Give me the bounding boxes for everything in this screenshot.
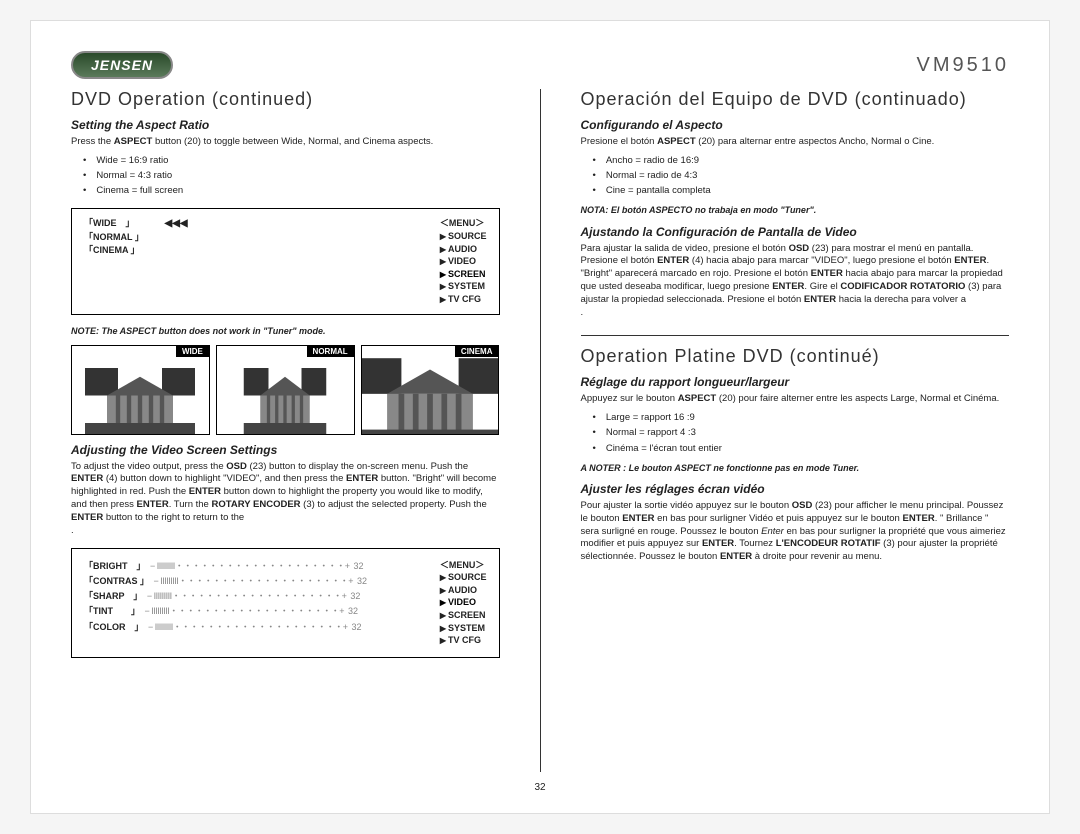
aspect-menu-left: 「WIDE 」◀◀◀ 「NORMAL 」 「CINEMA 」 xyxy=(84,217,188,305)
jensen-logo: JENSEN xyxy=(71,51,173,79)
video-settings-box: 「BRIGHT 」 − IIIIIIIII・・・・・・・・・・・・・・・・・・・… xyxy=(71,548,500,658)
fr-aspect-bullets: Large = rapport 16 :9 Normal = rapport 4… xyxy=(581,410,1010,456)
page-header: JENSEN VM9510 xyxy=(71,51,1009,79)
fr-aspect-note: A NOTER : Le bouton ASPECT ne fonctionne… xyxy=(581,462,1010,474)
aspect-intro: Press the ASPECT button (20) to toggle b… xyxy=(71,136,500,149)
aspect-menu-right: ＜MENU＞ ▶SOURCE ▶AUDIO ▶VIDEO ▶SCREEN ▶SY… xyxy=(440,217,487,305)
fr-video-para: Pour ajuster la sortie vidéo appuyez sur… xyxy=(581,500,1010,564)
fr-title: Operation Platine DVD (continué) xyxy=(581,346,1010,367)
model-number: VM9510 xyxy=(917,54,1010,77)
wide-image: WIDE xyxy=(71,345,210,435)
left-column: DVD Operation (continued) Setting the As… xyxy=(71,89,500,772)
column-divider xyxy=(540,89,541,772)
cinema-image: CINEMA xyxy=(361,345,500,435)
manual-page: JENSEN VM9510 DVD Operation (continued) … xyxy=(30,20,1050,814)
aspect-note: NOTE: The ASPECT button does not work in… xyxy=(71,325,500,337)
section-divider xyxy=(581,335,1010,336)
es-aspect-heading: Configurando el Aspecto xyxy=(581,118,1010,132)
fr-video-heading: Ajuster les réglages écran vidéo xyxy=(581,482,1010,496)
es-title: Operación del Equipo de DVD (continuado) xyxy=(581,89,1010,110)
aspect-menu-box: 「WIDE 」◀◀◀ 「NORMAL 」 「CINEMA 」 ＜MENU＞ ▶S… xyxy=(71,208,500,314)
content-columns: DVD Operation (continued) Setting the As… xyxy=(71,89,1009,772)
aspect-bullets: Wide = 16:9 ratio Normal = 4:3 ratio Cin… xyxy=(71,153,500,199)
page-number: 32 xyxy=(71,772,1009,793)
es-video-para: Para ajustar la salida de video, presion… xyxy=(581,243,1010,320)
normal-image: NORMAL xyxy=(216,345,355,435)
right-column: Operación del Equipo de DVD (continuado)… xyxy=(581,89,1010,772)
fr-aspect-intro: Appuyez sur le bouton ASPECT (20) pour f… xyxy=(581,393,1010,406)
video-para: To adjust the video output, press the OS… xyxy=(71,461,500,538)
es-aspect-note: NOTA: El botón ASPECTO no trabaja en mod… xyxy=(581,204,1010,216)
aspect-heading: Setting the Aspect Ratio xyxy=(71,118,500,132)
aspect-images: WIDE NORMAL CINEMA xyxy=(71,345,500,435)
fr-aspect-heading: Réglage du rapport longueur/largeur xyxy=(581,375,1010,389)
es-aspect-bullets: Ancho = radio de 16:9 Normal = radio de … xyxy=(581,153,1010,199)
es-aspect-intro: Presione el botón ASPECT (20) para alter… xyxy=(581,136,1010,149)
left-title: DVD Operation (continued) xyxy=(71,89,500,110)
es-video-heading: Ajustando la Configuración de Pantalla d… xyxy=(581,225,1010,239)
video-heading: Adjusting the Video Screen Settings xyxy=(71,443,500,457)
video-menu-right: ＜MENU＞ ▶SOURCE ▶AUDIO ▶VIDEO ▶SCREEN ▶SY… xyxy=(440,559,487,647)
video-settings-left: 「BRIGHT 」 − IIIIIIIII・・・・・・・・・・・・・・・・・・・… xyxy=(84,559,367,647)
